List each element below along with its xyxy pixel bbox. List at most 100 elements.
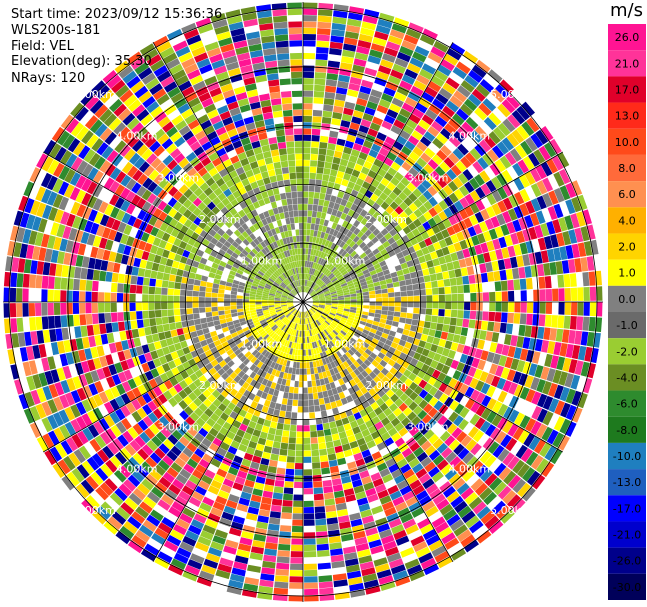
velocity-gate [287,303,294,306]
velocity-gate [382,53,396,63]
velocity-gate [315,311,321,316]
velocity-gate [577,302,584,316]
velocity-gate [289,307,295,312]
velocity-gate [474,348,483,359]
velocity-gate [390,341,399,349]
velocity-gate [588,317,596,332]
velocity-gate [325,305,332,308]
velocity-gate [231,312,238,318]
velocity-gate [207,354,216,363]
velocity-gate [223,252,231,260]
velocity-gate [126,117,140,131]
velocity-gate [217,302,224,307]
velocity-gate [207,485,220,495]
velocity-gate [214,408,224,417]
velocity-gate [553,171,565,187]
velocity-gate [269,401,276,409]
velocity-gate [69,172,81,186]
velocity-gate [282,293,289,297]
velocity-gate [127,474,141,488]
velocity-gate [322,286,328,291]
velocity-gate [129,284,137,294]
velocity-gate [577,194,588,211]
velocity-gate [448,152,460,164]
velocity-gate [335,372,342,380]
velocity-gate [495,291,502,302]
velocity-gate [286,456,295,463]
velocity-gate [320,231,326,239]
velocity-gate [341,316,348,322]
velocity-gate [354,163,363,172]
velocity-gate [530,198,542,212]
velocity-gate [497,448,510,462]
velocity-gate [303,406,309,413]
velocity-gate [108,342,117,354]
velocity-gate [480,510,495,525]
velocity-gate [427,80,442,93]
velocity-gate [359,335,366,342]
velocity-gate [373,317,381,323]
velocity-gate [157,551,173,564]
velocity-gate [271,368,277,376]
velocity-gate [510,358,520,371]
velocity-gate [399,45,414,57]
velocity-gate [312,304,319,307]
velocity-gate [120,233,129,245]
velocity-gate [446,514,461,527]
velocity-gate [241,417,251,426]
velocity-gate [474,244,483,255]
velocity-gate [489,291,496,302]
velocity-gate [307,267,311,274]
velocity-gate [341,178,349,187]
velocity-gate [559,418,571,435]
velocity-gate [418,97,431,109]
velocity-gate [531,474,546,490]
velocity-gate [514,412,525,426]
velocity-gate [507,245,516,258]
velocity-gate [249,326,257,333]
velocity-gate [16,273,24,288]
velocity-gate [144,543,160,556]
velocity-gate [219,557,234,567]
velocity-gate [333,490,345,499]
velocity-gate [448,118,461,131]
velocity-gate [59,394,70,409]
velocity-gate [405,452,417,463]
velocity-gate [405,119,418,130]
velocity-gate [32,246,41,260]
velocity-gate [188,524,202,536]
velocity-gate [376,223,385,232]
velocity-gate [353,227,361,236]
velocity-gate [317,391,324,399]
velocity-gate [288,295,294,299]
velocity-gate [558,302,565,315]
velocity-gate [317,333,322,340]
velocity-gate [438,110,452,123]
velocity-gate [164,330,172,339]
velocity-gate [522,467,536,482]
velocity-gate [195,541,210,553]
velocity-gate [210,346,218,355]
velocity-gate [275,278,282,284]
velocity-gate [271,333,277,339]
velocity-gate [96,345,105,357]
velocity-gate [84,115,99,130]
velocity-gate [310,291,316,297]
velocity-gate [133,337,142,347]
velocity-gate [114,197,125,209]
velocity-gate [469,112,483,125]
velocity-gate [520,290,527,302]
velocity-gate [303,166,310,173]
velocity-gate [161,138,174,150]
velocity-gate [219,426,229,436]
velocity-gate [480,242,489,253]
velocity-gate [211,380,221,389]
velocity-gate [479,121,493,135]
velocity-gate [411,130,423,141]
velocity-gate [444,254,453,263]
velocity-gate [177,205,188,215]
velocity-gate [409,391,419,401]
velocity-gate [202,327,210,335]
velocity-gate [198,297,205,302]
velocity-gate [356,214,364,223]
